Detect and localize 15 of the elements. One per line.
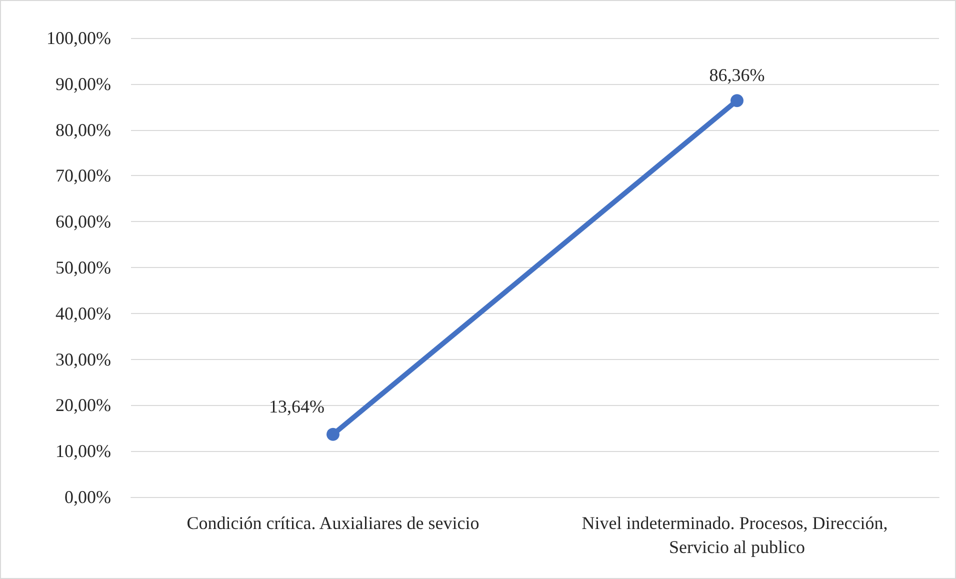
y-tick-label: 50,00% bbox=[56, 258, 111, 278]
y-tick-label: 90,00% bbox=[56, 74, 111, 94]
y-tick-label: 10,00% bbox=[56, 441, 111, 462]
y-tick-label: 40,00% bbox=[56, 303, 111, 324]
y-tick-label: 0,00% bbox=[64, 487, 111, 507]
y-tick-label: 100,00% bbox=[46, 28, 111, 48]
y-tick-label: 20,00% bbox=[56, 395, 111, 416]
x-tick-label: Nivel indeterminado. Procesos, Dirección, Servicio al publico bbox=[582, 513, 892, 557]
x-tick-label: Condición crítica. Auxialiares de sevicio bbox=[186, 513, 480, 533]
y-tick-label: 60,00% bbox=[56, 212, 111, 232]
y-tick-label: 80,00% bbox=[56, 120, 111, 140]
data-label: 86,36% bbox=[709, 65, 765, 86]
data-label: 13,64% bbox=[269, 396, 324, 416]
y-tick-label: 70,00% bbox=[56, 166, 111, 186]
y-tick-label: 30,00% bbox=[56, 349, 111, 370]
